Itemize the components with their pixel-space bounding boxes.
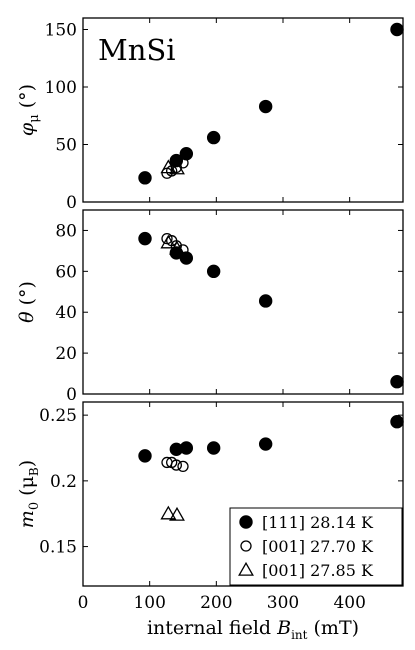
x-tick-label: 400	[333, 593, 365, 613]
y-axis-label: θ (°)	[16, 281, 38, 323]
y-tick-label: 40	[55, 303, 77, 323]
y-tick-label: 20	[55, 344, 77, 364]
x-tick-label: 100	[133, 593, 165, 613]
y-tick-label: 0	[66, 193, 77, 213]
y-tick-label: 80	[55, 221, 77, 241]
data-point	[207, 265, 219, 277]
data-point	[391, 23, 403, 35]
data-point	[259, 295, 271, 307]
data-point	[139, 450, 151, 462]
panel-bottom: 0.15 0.2 0.25 0 100 200 300 400 m0 (μB) internal …	[16, 402, 403, 642]
data-point	[259, 438, 271, 450]
data-point	[139, 172, 151, 184]
y-tick-label: 0.25	[39, 406, 77, 426]
y-tick-label: 150	[45, 21, 77, 41]
data-point	[178, 461, 188, 471]
panel-middle: 0 20 40 60 80 θ (°)	[16, 210, 403, 405]
y-tick-label: 60	[55, 262, 77, 282]
legend-label: [001] 27.70 K	[262, 537, 374, 556]
legend-marker	[240, 516, 252, 528]
legend: [111] 28.14 K [001] 27.70 K [001] 27.85 K	[230, 508, 402, 585]
x-tick-label: 0	[78, 593, 89, 613]
y-tick-label: 50	[55, 136, 77, 156]
data-point	[391, 416, 403, 428]
legend-label: [001] 27.85 K	[262, 561, 374, 580]
x-tick-label: 200	[200, 593, 232, 613]
data-point	[207, 442, 219, 454]
data-point	[259, 100, 271, 112]
y-tick-label: 0.15	[39, 538, 77, 558]
x-tick-label: 300	[267, 593, 299, 613]
x-axis-label: internal field Bint (mT)	[147, 617, 359, 642]
y-axis-label: m0 (μB)	[16, 460, 42, 528]
legend-label: [111] 28.14 K	[262, 513, 374, 532]
data-point	[162, 507, 176, 519]
y-tick-label: 0	[66, 385, 77, 405]
panel-top: 0 50 100 150 φμ (°) MnSi	[16, 18, 403, 213]
data-point	[180, 442, 192, 454]
plot-frame	[83, 210, 403, 394]
data-point	[207, 131, 219, 143]
panel-annotation: MnSi	[98, 33, 176, 67]
y-axis-label: φμ (°)	[16, 84, 42, 136]
data-point	[391, 376, 403, 388]
y-tick-label: 100	[45, 78, 77, 98]
y-tick-label: 0.2	[50, 472, 77, 492]
data-point	[139, 232, 151, 244]
